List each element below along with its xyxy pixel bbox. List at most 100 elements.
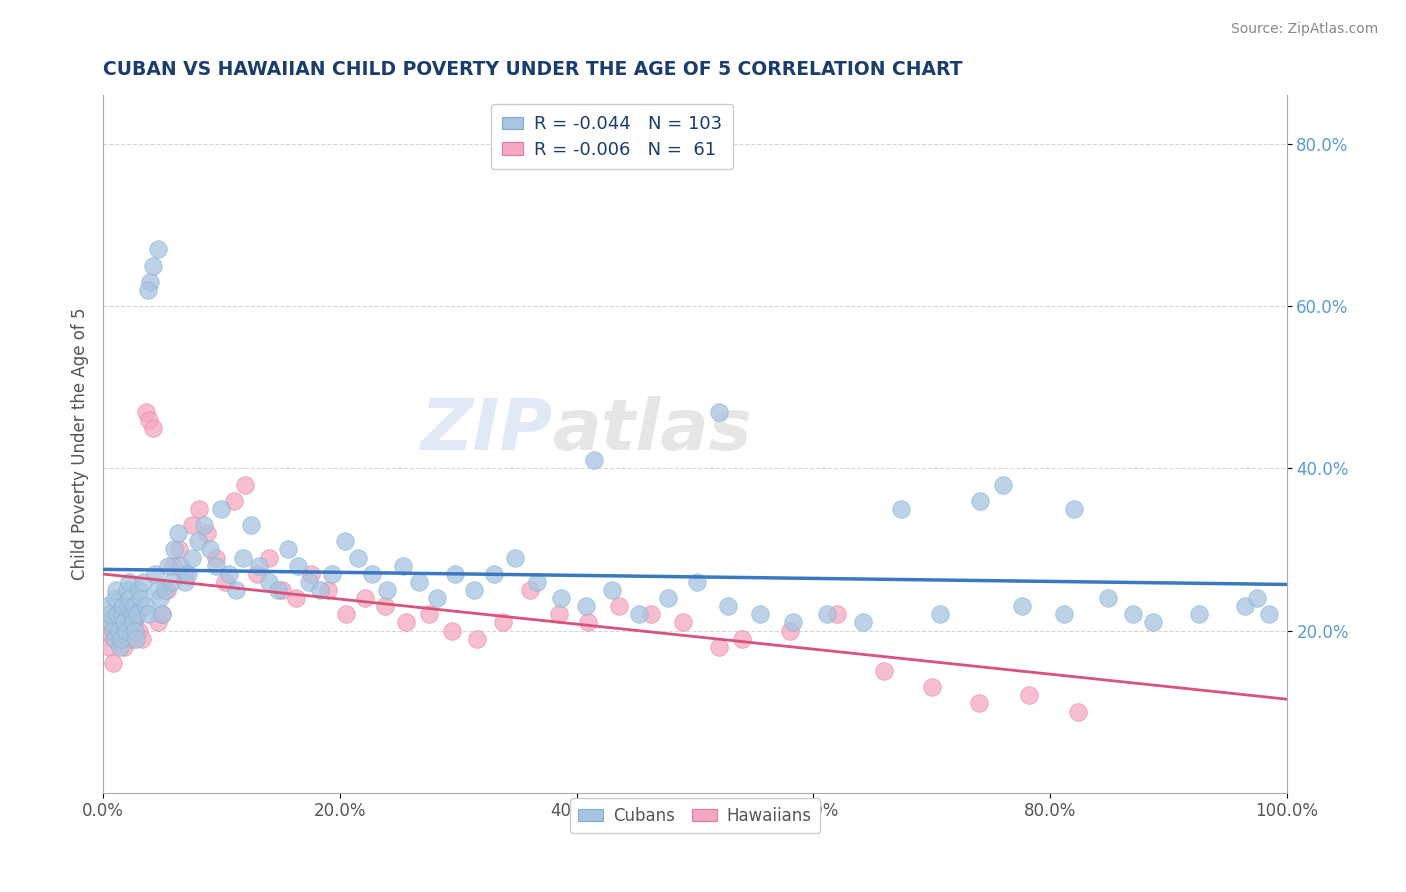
Point (105, 607, 128, 622)
Point (118, 624, 141, 638)
Point (124, 624, 146, 638)
Point (270, 582, 292, 597)
Point (890, 502, 912, 516)
Point (519, 582, 541, 597)
Point (391, 558, 413, 573)
Point (142, 421, 165, 435)
Point (121, 632, 143, 646)
Point (146, 615, 169, 630)
Point (287, 558, 309, 573)
Point (1018, 689, 1040, 703)
Point (107, 624, 129, 638)
Point (177, 566, 200, 581)
Point (98, 615, 121, 630)
Point (136, 283, 159, 297)
Point (815, 607, 838, 622)
Point (166, 526, 188, 541)
Text: CUBAN VS HAWAIIAN CHILD POVERTY UNDER THE AGE OF 5 CORRELATION CHART: CUBAN VS HAWAIIAN CHILD POVERTY UNDER TH… (103, 60, 963, 78)
Point (139, 275, 162, 289)
Point (360, 566, 382, 581)
Point (375, 582, 398, 597)
Point (105, 607, 128, 622)
Point (1067, 705, 1090, 719)
Legend: Cubans, Hawaiians: Cubans, Hawaiians (569, 798, 820, 833)
Point (128, 582, 150, 597)
Point (180, 518, 202, 533)
Point (187, 534, 209, 549)
Point (198, 542, 221, 557)
Point (173, 566, 195, 581)
Point (96, 624, 118, 638)
Point (707, 404, 730, 418)
Point (122, 599, 145, 614)
Point (257, 574, 280, 589)
Point (395, 615, 418, 630)
Point (463, 582, 485, 597)
Point (149, 591, 172, 605)
Point (143, 566, 166, 581)
Point (547, 607, 569, 622)
Point (298, 574, 321, 589)
Point (672, 615, 695, 630)
Point (1122, 607, 1144, 622)
Point (374, 599, 396, 614)
Point (443, 566, 465, 581)
Point (749, 607, 772, 622)
Point (1246, 591, 1268, 605)
Point (162, 558, 184, 573)
Point (426, 591, 449, 605)
Point (969, 493, 991, 508)
Point (153, 582, 176, 597)
Point (129, 591, 152, 605)
Point (127, 607, 149, 622)
Point (550, 591, 572, 605)
Point (96, 599, 118, 614)
Point (104, 632, 127, 646)
Point (1142, 615, 1164, 630)
Point (640, 607, 662, 622)
Point (135, 599, 157, 614)
Point (346, 550, 368, 565)
Point (98, 640, 121, 654)
Point (418, 607, 440, 622)
Point (214, 574, 236, 589)
Point (657, 591, 679, 605)
Point (115, 607, 138, 622)
Point (180, 550, 202, 565)
Point (353, 591, 375, 605)
Text: ZIP: ZIP (420, 395, 553, 465)
Point (101, 624, 124, 638)
Point (333, 534, 356, 549)
Point (105, 582, 128, 597)
Point (101, 656, 124, 670)
Point (118, 574, 141, 589)
Point (967, 697, 990, 711)
Point (246, 566, 269, 581)
Point (121, 615, 143, 630)
Point (224, 493, 246, 508)
Point (160, 574, 183, 589)
Point (117, 599, 139, 614)
Point (112, 599, 135, 614)
Point (492, 615, 515, 630)
Point (122, 615, 145, 630)
Point (257, 550, 280, 565)
Point (146, 582, 169, 597)
Y-axis label: Child Poverty Under the Age of 5: Child Poverty Under the Age of 5 (72, 308, 89, 581)
Text: Source: ZipAtlas.com: Source: ZipAtlas.com (1230, 22, 1378, 37)
Point (308, 582, 330, 597)
Point (576, 615, 599, 630)
Point (167, 542, 190, 557)
Point (240, 518, 263, 533)
Point (335, 607, 357, 622)
Point (138, 413, 160, 427)
Point (136, 607, 159, 622)
Point (104, 591, 127, 605)
Point (193, 518, 215, 533)
Point (1097, 591, 1119, 605)
Point (991, 477, 1014, 491)
Point (150, 607, 173, 622)
Point (195, 526, 218, 541)
Point (1011, 599, 1033, 614)
Point (583, 453, 606, 467)
